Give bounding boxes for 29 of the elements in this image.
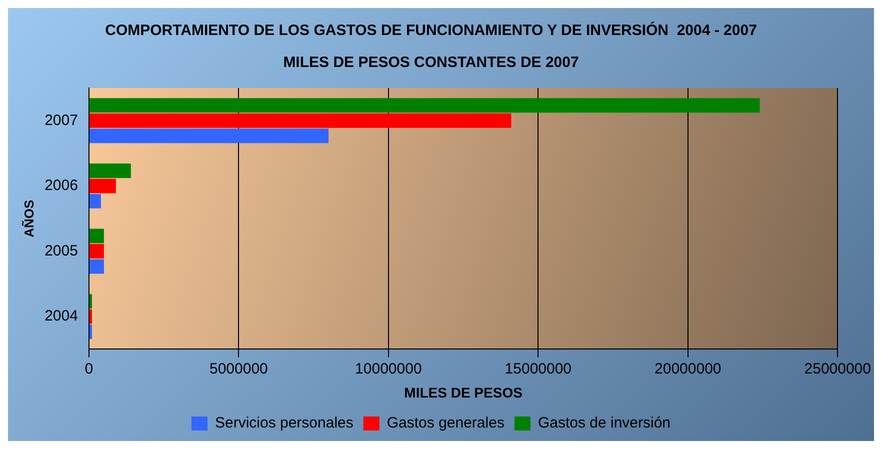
bar [89, 324, 92, 340]
y-tick-label: 2006 [44, 177, 78, 194]
bar [89, 309, 92, 324]
bar [89, 259, 104, 274]
legend-label: Gastos de inversión [538, 414, 671, 432]
x-tick-label: 0 [84, 360, 94, 378]
legend-label: Servicios personales [214, 414, 354, 432]
bar [89, 163, 131, 178]
bar [89, 178, 116, 194]
bar [89, 128, 329, 144]
x-tick-label: 15000000 [504, 360, 572, 378]
y-axis-title: AÑOS [21, 199, 36, 238]
x-axis-title: MILES DE PESOS [404, 384, 522, 400]
bar [89, 113, 512, 128]
y-tick-label: 2007 [44, 112, 78, 129]
y-tick-label: 2005 [44, 242, 78, 260]
chart-subtitle: MILES DE PESOS CONSTANTES DE 2007 [283, 54, 579, 72]
bar [89, 294, 92, 309]
x-tick-label: 25000000 [804, 360, 872, 378]
bar [89, 244, 104, 258]
y-tick-label: 2004 [44, 308, 78, 325]
x-tick-label: 10000000 [355, 360, 422, 378]
x-tick-label: 20000000 [654, 360, 722, 378]
x-tick-label: 5000000 [210, 360, 268, 378]
bar [89, 98, 760, 113]
chart-title: COMPORTAMIENTO DE LOS GASTOS DE FUNCIONAMIENTO Y DE INVERSIÓN 2004 - 2007 [105, 21, 757, 40]
bar [89, 228, 104, 244]
bar [89, 194, 101, 208]
legend-label: Gastos generales [386, 414, 504, 432]
